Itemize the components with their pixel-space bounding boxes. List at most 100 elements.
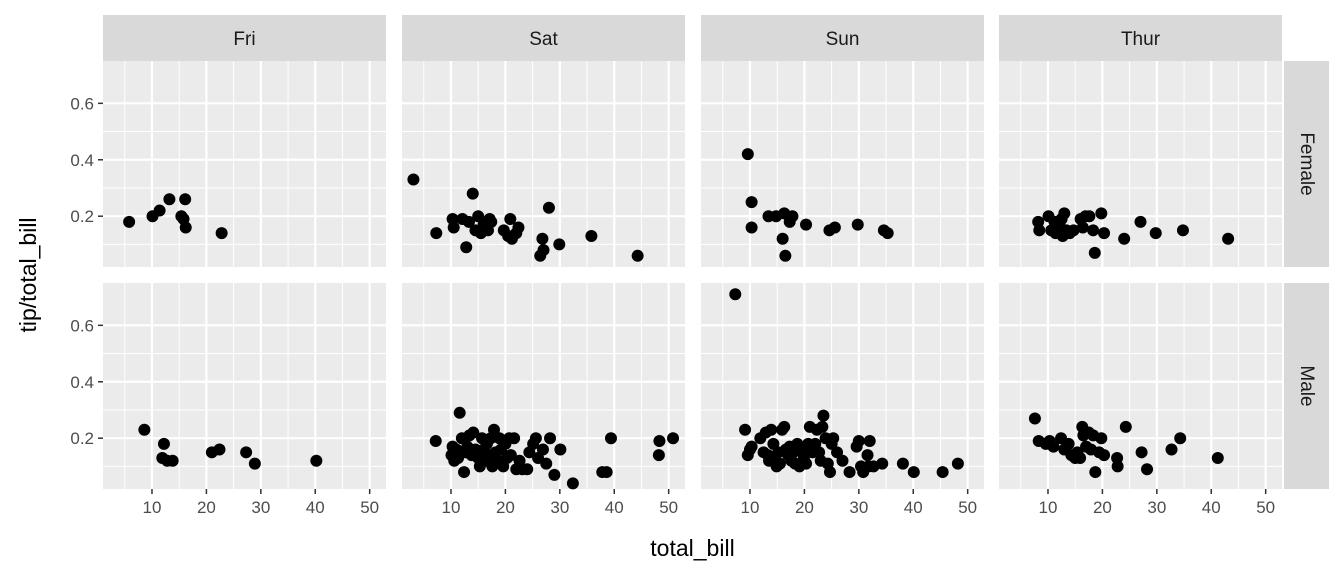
x-tick-label: 50 (1256, 498, 1275, 517)
data-point (1176, 224, 1189, 237)
data-point (907, 466, 920, 479)
x-tick-label: 30 (550, 498, 569, 517)
data-point (1083, 210, 1096, 223)
data-point (1095, 207, 1108, 220)
y-tick-label: 0.4 (70, 151, 94, 170)
data-point (823, 466, 836, 479)
data-point (851, 218, 864, 231)
data-point (553, 238, 566, 251)
panel-background (103, 283, 386, 489)
data-point (179, 193, 192, 206)
panel-female-fri (103, 61, 386, 267)
data-point (1058, 207, 1071, 220)
x-axis-title: total_bill (650, 535, 734, 561)
data-point (1028, 412, 1041, 425)
data-point (1067, 224, 1080, 237)
data-point (1111, 460, 1124, 473)
data-point (138, 423, 151, 436)
data-point (177, 213, 190, 226)
data-point (1047, 440, 1060, 453)
data-point (548, 468, 561, 481)
facet-strip-male (1284, 283, 1329, 489)
data-point (566, 477, 579, 490)
data-point (779, 249, 792, 262)
panel-female-thur (999, 61, 1282, 267)
data-point (836, 454, 849, 467)
data-point (585, 229, 598, 242)
data-point (739, 423, 752, 436)
data-point (1165, 443, 1178, 456)
data-point (1149, 227, 1162, 240)
data-point (1098, 227, 1111, 240)
x-tick-label: 50 (958, 498, 977, 517)
panel-male-sun (701, 283, 984, 489)
data-point (800, 218, 813, 231)
panel-background (701, 61, 984, 267)
data-point (1095, 432, 1108, 445)
data-point (537, 244, 550, 257)
x-tick-label: 30 (849, 498, 868, 517)
x-tick-label: 20 (496, 498, 515, 517)
data-point (786, 210, 799, 223)
data-point (407, 173, 420, 186)
facet-strip-sat (402, 15, 685, 61)
data-point (1119, 420, 1132, 433)
data-point (1174, 432, 1187, 445)
x-tick-label: 30 (251, 498, 270, 517)
data-point (773, 457, 786, 470)
data-point (852, 435, 865, 448)
data-point (881, 227, 894, 240)
y-tick-label: 0.4 (70, 373, 94, 392)
x-tick-label: 40 (904, 498, 923, 517)
data-point (166, 454, 179, 467)
data-point (1098, 449, 1111, 462)
x-tick-label: 10 (143, 498, 162, 517)
facet-label-male: Male (1296, 365, 1317, 406)
data-point (540, 457, 553, 470)
data-point (430, 227, 443, 240)
facet-strip-female (1284, 61, 1329, 267)
data-point (1088, 246, 1101, 259)
data-point (536, 443, 549, 456)
panel-male-fri (103, 283, 386, 489)
data-point (827, 432, 840, 445)
x-tick-label: 50 (360, 498, 379, 517)
data-point (1074, 451, 1087, 464)
data-point (248, 457, 261, 470)
data-point (521, 463, 534, 476)
data-point (776, 232, 789, 245)
x-tick-label: 20 (795, 498, 814, 517)
data-point (467, 426, 480, 439)
data-point (936, 466, 949, 479)
data-point (453, 406, 466, 419)
data-point (508, 432, 521, 445)
y-tick-label: 0.6 (70, 94, 94, 113)
x-tick-label: 20 (1093, 498, 1112, 517)
data-point (157, 437, 170, 450)
data-point (876, 457, 889, 470)
y-tick-label: 0.2 (70, 429, 94, 448)
data-point (554, 443, 567, 456)
data-point (485, 215, 498, 228)
panel-background (999, 61, 1282, 267)
facet-strip-thur (999, 15, 1282, 61)
panel-female-sun (701, 61, 984, 267)
facet-label-thur: Thur (1121, 29, 1161, 50)
data-point (765, 423, 778, 436)
data-point (153, 204, 166, 217)
data-point (512, 221, 525, 234)
data-point (310, 454, 323, 467)
data-point (460, 241, 473, 254)
data-point (213, 443, 226, 456)
data-point (458, 466, 471, 479)
x-tick-label: 10 (741, 498, 760, 517)
x-tick-label: 40 (605, 498, 624, 517)
x-tick-label: 20 (197, 498, 216, 517)
data-point (1118, 232, 1131, 245)
data-point (1062, 437, 1075, 450)
data-point (240, 446, 253, 459)
x-tick-label: 40 (1202, 498, 1221, 517)
data-point (462, 215, 475, 228)
data-point (466, 187, 479, 200)
